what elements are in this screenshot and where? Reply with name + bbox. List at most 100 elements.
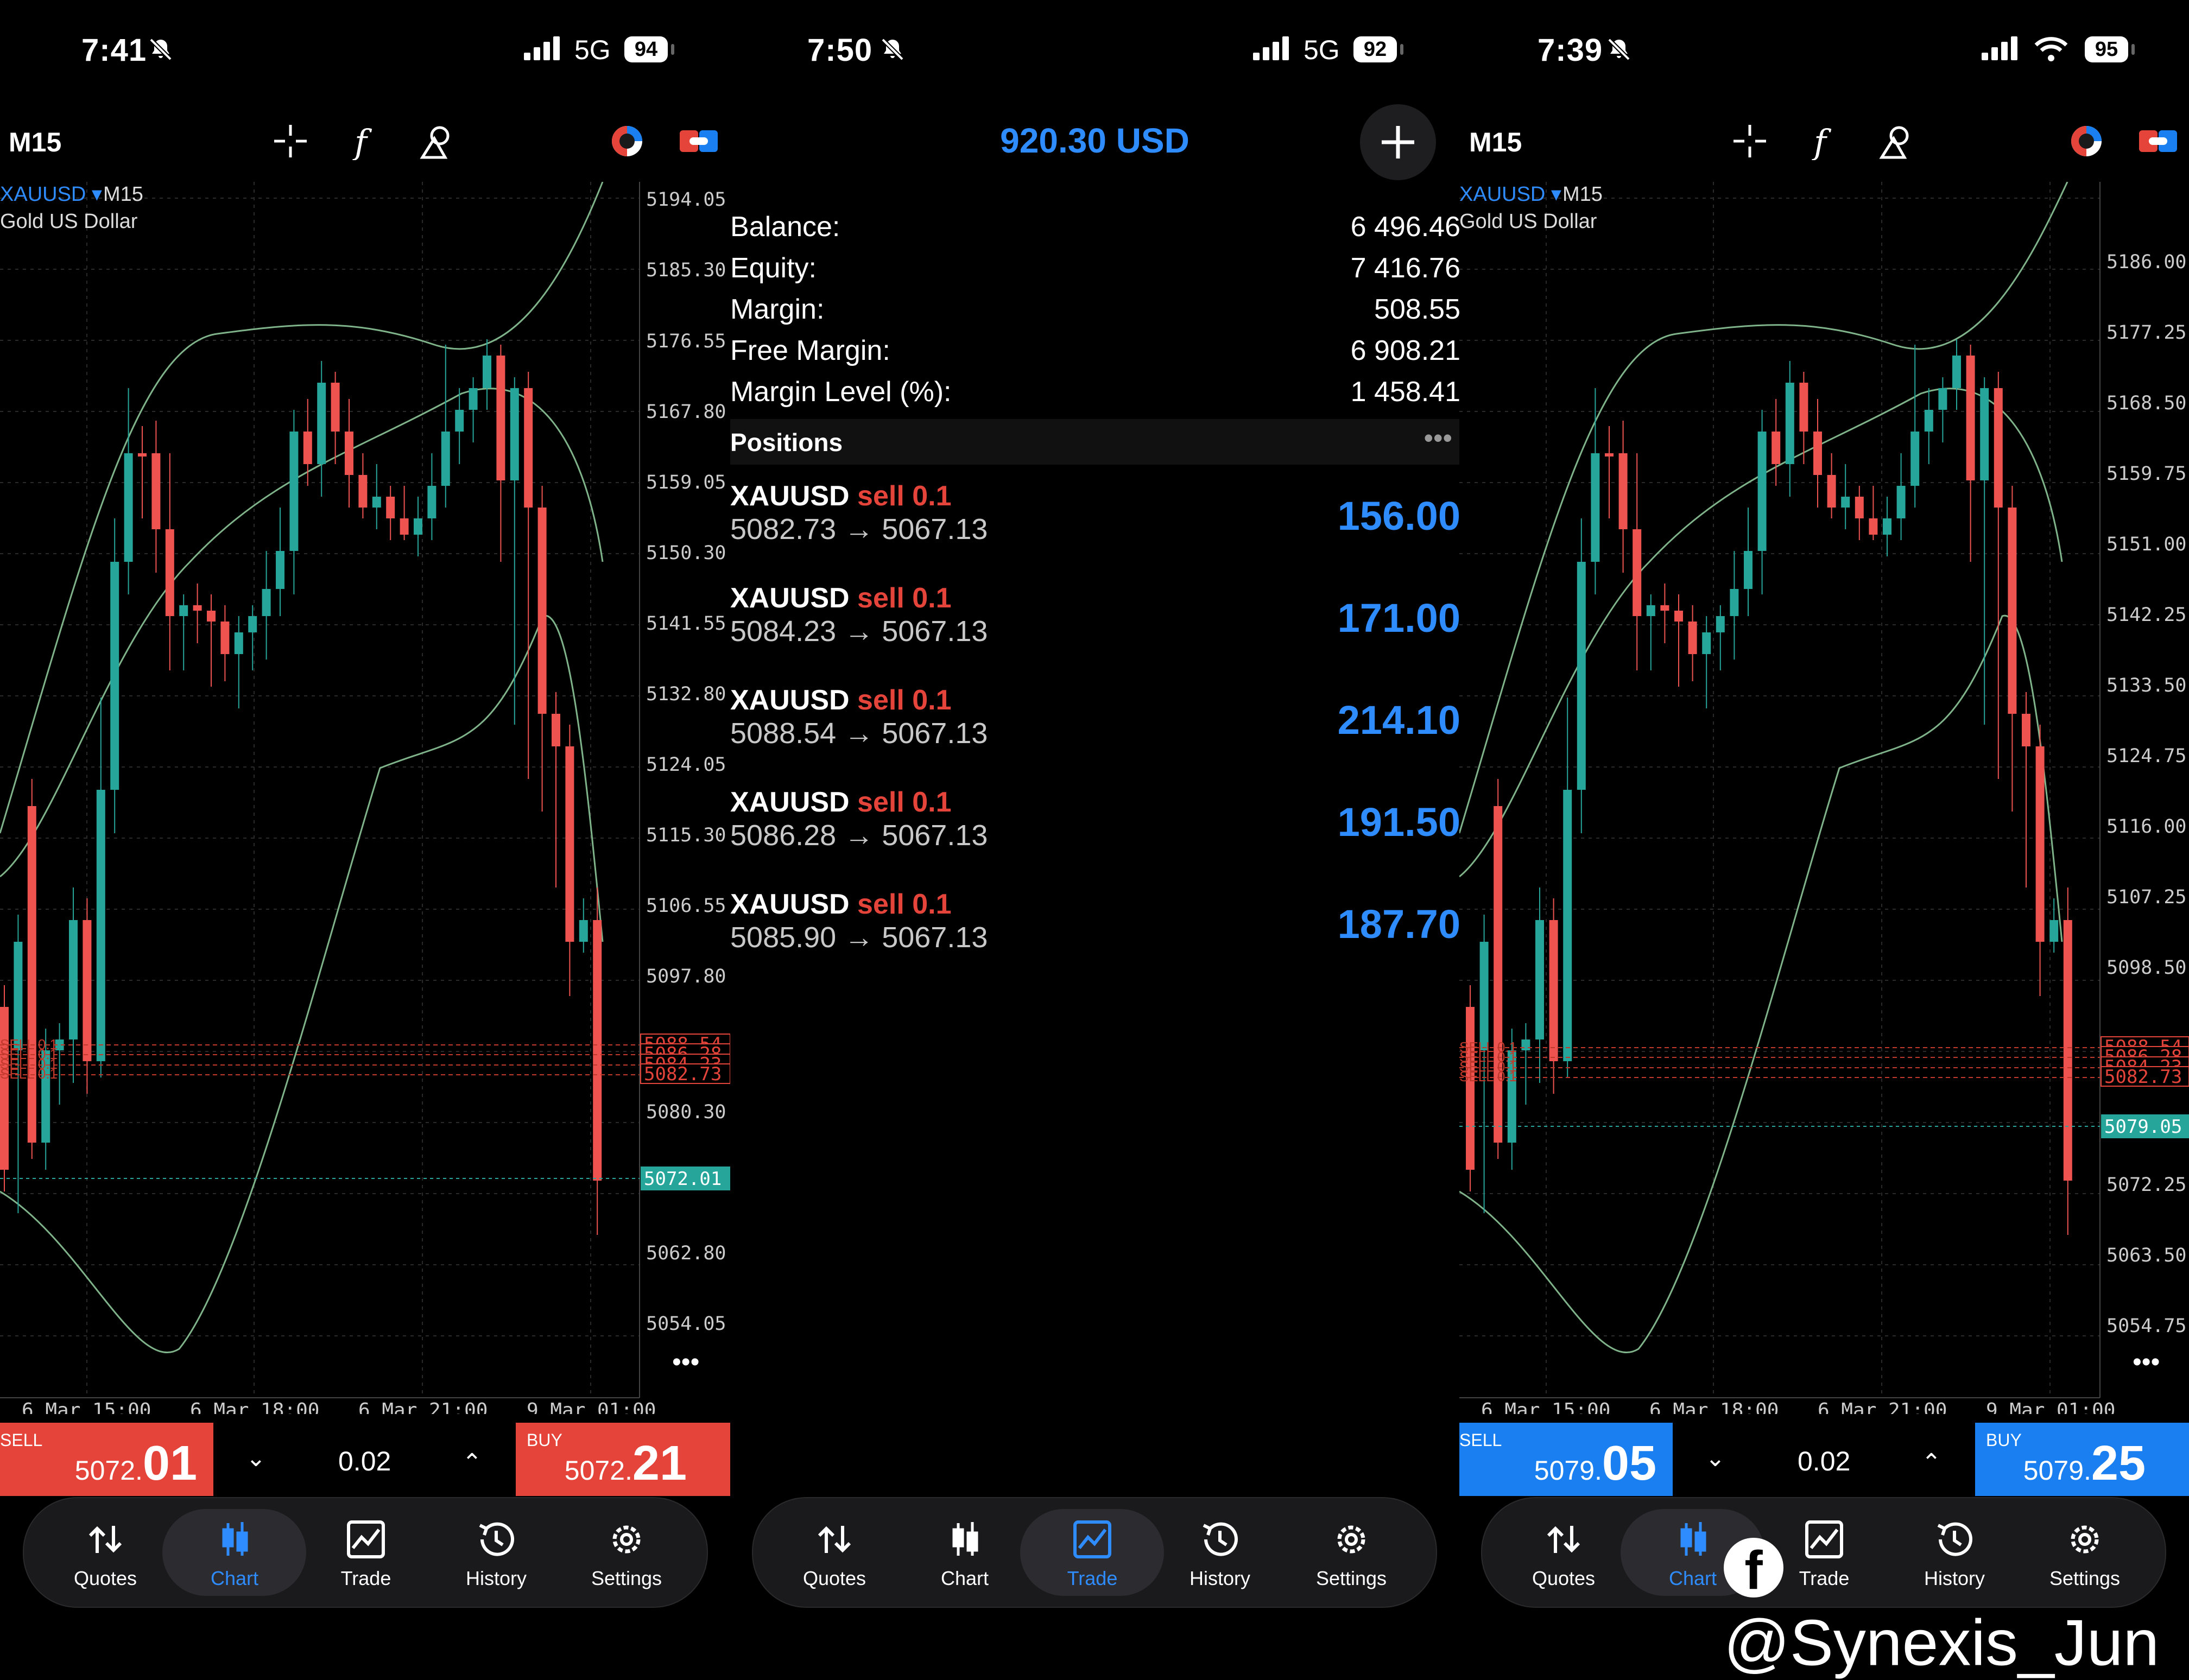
decrease-lot-chevron-down-icon[interactable]: ⌄ (1705, 1445, 1725, 1472)
more-dots-icon[interactable]: ••• (1424, 423, 1452, 453)
tab-settings[interactable]: Settings (2020, 1498, 2150, 1607)
battery-level: 95 (2085, 36, 2128, 62)
one-click-trading-icon[interactable] (2138, 122, 2179, 160)
more-dots-icon[interactable]: ••• (672, 1348, 699, 1377)
more-dots-icon[interactable]: ••• (2133, 1348, 2160, 1377)
tab-quotes[interactable]: Quotes (1498, 1498, 1629, 1607)
chart-candles-icon (952, 1522, 978, 1556)
order-price-tag (640, 1063, 730, 1084)
buy-price: 5079.25 (2023, 1436, 2146, 1491)
price-axis-label: 5185.30 (646, 259, 726, 281)
indicators-f-icon[interactable]: f (1804, 122, 1842, 160)
margin-row: Margin: 508.55 (730, 294, 1459, 325)
account-summary: Balance: 6 496.46 Equity: 7 416.76 Margin:… (730, 211, 1459, 417)
position-row[interactable]: XAUUSD sell 0.1 5082.73 → 5067.13 156.00 (730, 480, 1459, 582)
sell-price: 5072.01 (74, 1436, 197, 1491)
position-row[interactable]: XAUUSD sell 0.1 5086.28 → 5067.13 191.50 (730, 786, 1459, 888)
tab-chart[interactable]: Chart (900, 1498, 1030, 1607)
tab-settings[interactable]: Settings (1286, 1498, 1416, 1607)
chart-description: Gold US Dollar (1459, 210, 1597, 233)
bullish-candle (1646, 605, 1655, 616)
candlestick-chart[interactable]: XAUUSD ▾ M15 Gold US Dollar 5186.00 5177.25 5… (1459, 182, 2189, 1414)
positions-title: Positions (730, 428, 843, 457)
candlestick-chart[interactable]: XAUUSD ▾ M15 Gold US Dollar 5194.05 5185.30 5… (0, 182, 730, 1414)
position-side: sell 0.1 (857, 582, 952, 614)
time-axis-label: 9 Mar 01:00 (1986, 1399, 2115, 1414)
tab-trade[interactable]: Trade (1759, 1498, 1889, 1607)
crosshair-icon[interactable] (1731, 122, 1769, 160)
price-axis-label: 5159.75 (2106, 463, 2187, 485)
current-price-tag (641, 1167, 730, 1190)
bullish-candle (1521, 1039, 1530, 1050)
tab-chart[interactable]: Chart (169, 1498, 300, 1607)
bearish-candle (386, 497, 395, 518)
bullish-candle (124, 453, 133, 562)
chart-toolbar: M15 f (1459, 117, 2189, 166)
bullish-candle (41, 1050, 50, 1143)
quotes-arrows-icon (818, 1526, 851, 1553)
price-axis-label: 5063.50 (2106, 1245, 2187, 1266)
quotes-arrows-icon (1547, 1526, 1580, 1553)
bullish-candle (1591, 453, 1600, 562)
decrease-lot-chevron-down-icon[interactable]: ⌄ (246, 1445, 266, 1472)
price-axis-label: 5106.55 (646, 895, 726, 917)
indicators-f-icon[interactable]: f (345, 122, 383, 160)
position-profit: 156.00 (1337, 493, 1459, 538)
bearish-candle (1772, 432, 1781, 464)
tab-quotes[interactable]: Quotes (40, 1498, 170, 1607)
bearish-candle (2008, 508, 2017, 714)
chart-period: M15 (103, 183, 143, 206)
position-row[interactable]: XAUUSD sell 0.1 5085.90 → 5067.13 187.70 (730, 888, 1459, 990)
increase-lot-chevron-up-icon[interactable]: ⌃ (462, 1449, 482, 1476)
position-row[interactable]: XAUUSD sell 0.1 5084.23 → 5067.13 171.00 (730, 582, 1459, 684)
bullish-candle (510, 388, 519, 480)
bearish-candle (1618, 453, 1628, 529)
increase-lot-chevron-up-icon[interactable]: ⌃ (1921, 1449, 1941, 1476)
objects-shapes-icon[interactable] (418, 122, 456, 160)
bearish-candle (1855, 497, 1864, 518)
history-clock-icon (1937, 1522, 1972, 1556)
one-click-trade-panel: SELL 5079.05 ⌄ 0.02 ⌃ BUY 5079.25 (1459, 1423, 2189, 1496)
symbol-period-label[interactable]: M15 (1469, 127, 1522, 157)
tab-chart[interactable]: Chart (1628, 1498, 1758, 1607)
bullish-candle (1980, 388, 1989, 480)
order-tag: SELL 0.1 (0, 1046, 58, 1062)
network-type: 5G (574, 35, 611, 65)
bearish-candle (151, 453, 161, 529)
tab-trade[interactable]: Trade (1027, 1498, 1157, 1607)
crosshair-icon[interactable] (271, 122, 309, 160)
tab-settings[interactable]: Settings (561, 1498, 692, 1607)
tab-history[interactable]: History (1155, 1498, 1285, 1607)
buy-button[interactable]: BUY 5079.25 (1975, 1423, 2189, 1496)
new-order-button[interactable] (1360, 104, 1436, 180)
symbol-period-label[interactable]: M15 (9, 127, 62, 157)
chart-period: M15 (1562, 183, 1603, 206)
bullish-candle (1896, 486, 1906, 518)
lot-size-value[interactable]: 0.02 (1798, 1446, 1851, 1476)
one-click-trading-icon[interactable] (679, 122, 719, 160)
bullish-candle (1785, 383, 1794, 464)
history-clock-icon (1203, 1522, 1238, 1556)
objects-shapes-icon[interactable] (1877, 122, 1915, 160)
sell-button[interactable]: SELL 5079.05 (1459, 1423, 1673, 1496)
equity-row: Equity: 7 416.76 (730, 252, 1459, 284)
bullish-candle (1479, 942, 1489, 1050)
bullish-candle (1910, 432, 1920, 486)
trading-signals-icon[interactable] (2067, 122, 2105, 160)
bullish-candle (14, 942, 23, 1050)
tab-history[interactable]: History (1889, 1498, 2020, 1607)
position-symbol: XAUUSD sell 0.1 (730, 787, 952, 818)
buy-button[interactable]: BUY 5072.21 (516, 1423, 730, 1496)
lot-size-value[interactable]: 0.02 (338, 1446, 391, 1476)
bearish-candle (1827, 475, 1836, 508)
trading-signals-icon[interactable] (608, 122, 646, 160)
position-side: sell 0.1 (857, 889, 952, 920)
price-axis-label: 5080.30 (646, 1101, 726, 1123)
position-row[interactable]: XAUUSD sell 0.1 5088.54 → 5067.13 214.10 (730, 684, 1459, 786)
sell-button[interactable]: SELL 5072.01 (0, 1423, 213, 1496)
tab-quotes[interactable]: Quotes (769, 1498, 900, 1607)
bullish-candle (276, 551, 284, 589)
price-axis-label: 5054.75 (2106, 1315, 2187, 1337)
tab-history[interactable]: History (431, 1498, 561, 1607)
tab-trade[interactable]: Trade (301, 1498, 431, 1607)
